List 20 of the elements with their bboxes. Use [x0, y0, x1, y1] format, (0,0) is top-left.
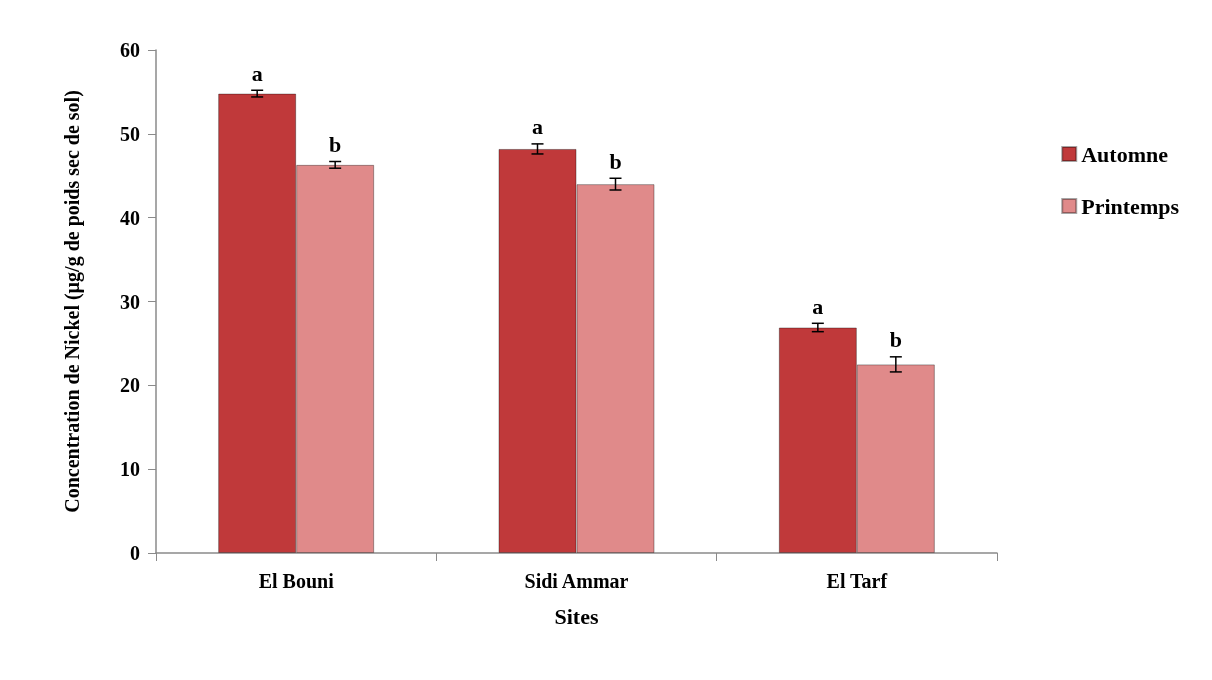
- legend-label: Printemps: [1081, 193, 1180, 219]
- x-axis-title: Sites: [554, 603, 599, 629]
- y-tick-label: 10: [120, 458, 140, 481]
- legend-label: Automne: [1081, 141, 1169, 167]
- x-tick-label: El Bouni: [258, 570, 335, 592]
- y-tick-label: 40: [120, 206, 140, 229]
- annotation: a: [532, 114, 543, 140]
- y-axis-title: Concentration de Nickel (µg/g de poids sec de sol): [61, 90, 84, 513]
- annotation: a: [812, 293, 824, 319]
- y-tick-label: 50: [120, 122, 140, 145]
- y-tick-label: 60: [120, 39, 140, 61]
- annotation: b: [609, 148, 622, 174]
- y-tick-label: 30: [120, 290, 140, 313]
- x-tick-label: Sidi Ammar: [524, 570, 629, 592]
- annotation: b: [329, 132, 342, 157]
- annotation: a: [251, 60, 263, 86]
- x-tick-label: El Tarf: [826, 570, 888, 592]
- annotation: b: [889, 327, 902, 353]
- y-tick-label: 0: [130, 542, 140, 564]
- y-tick-label: 20: [120, 374, 140, 397]
